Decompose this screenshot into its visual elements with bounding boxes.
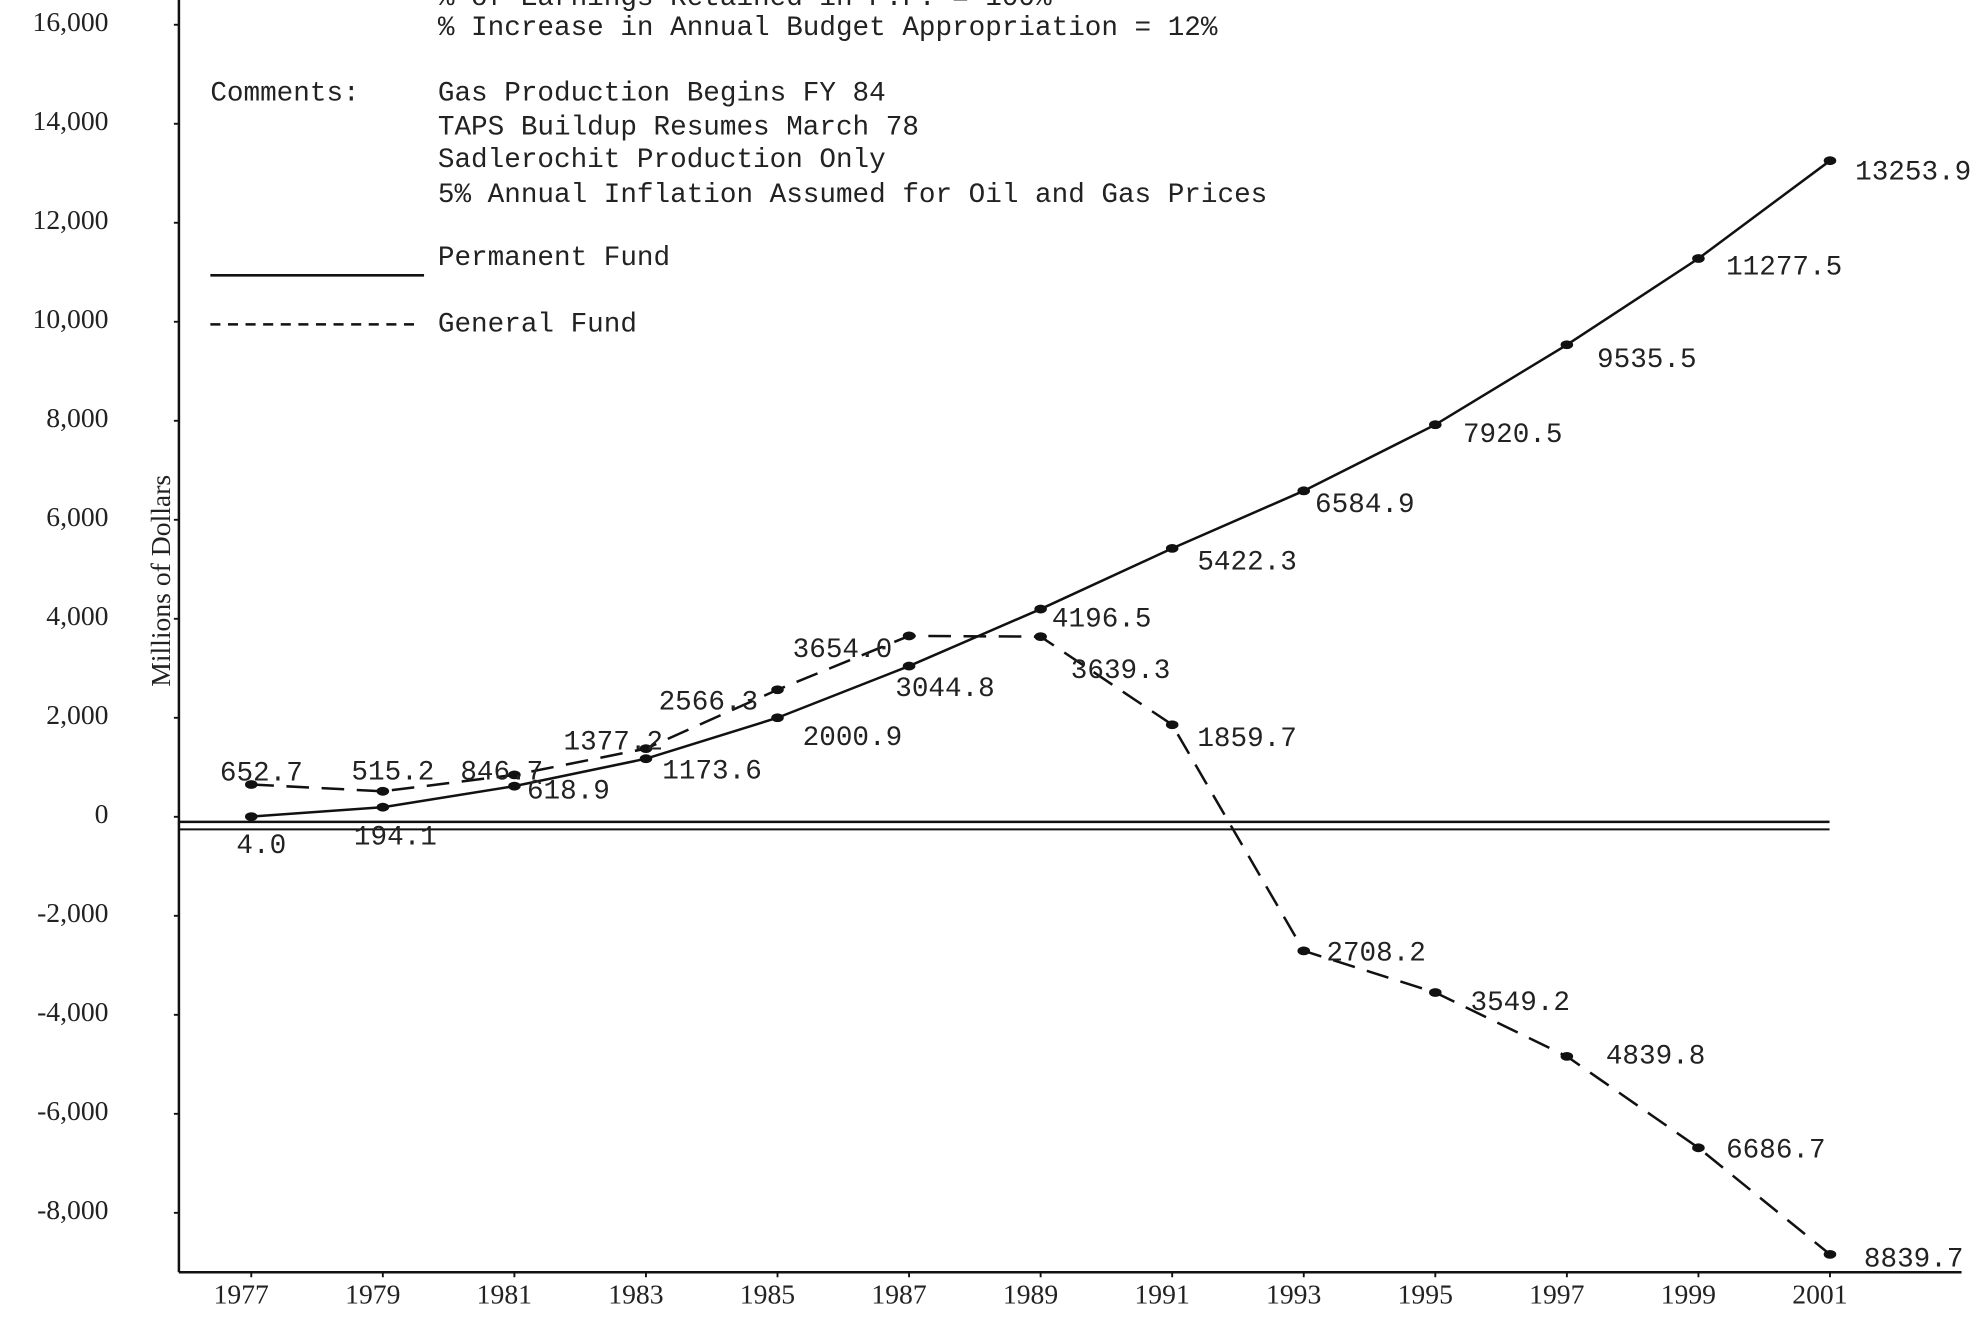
- data-label: 3044.8: [895, 674, 995, 705]
- comments-label: Comments:: [210, 78, 359, 109]
- x-tick-label: 1979: [345, 1279, 400, 1310]
- point: [1165, 720, 1179, 730]
- data-label: 6584.9: [1315, 490, 1415, 521]
- point: [1165, 543, 1179, 553]
- point: [1297, 946, 1311, 956]
- data-label: 846.7: [460, 758, 543, 789]
- data-label: 515.2: [351, 758, 434, 789]
- y-tick-label: -2,000: [37, 897, 108, 928]
- y-tick-label: -6,000: [37, 1095, 108, 1126]
- point: [376, 802, 390, 812]
- point: [376, 786, 390, 796]
- data-label: 2708.2: [1326, 939, 1426, 970]
- note: % of Earnings Retained in P.F. = 100%: [438, 0, 1052, 14]
- data-label: 652.7: [220, 758, 303, 789]
- data-label: 13253.9: [1855, 157, 1971, 188]
- data-label: 3549.2: [1471, 988, 1571, 1019]
- point: [771, 713, 784, 723]
- data-label: 7920.5: [1463, 420, 1563, 451]
- point: [639, 744, 653, 754]
- x-tick-label: 1991: [1134, 1279, 1189, 1310]
- point: [1429, 988, 1442, 997]
- comment: Sadlerochit Production Only: [438, 145, 886, 176]
- data-label: 4839.8: [1606, 1042, 1706, 1073]
- x-tick-label: 1985: [740, 1279, 795, 1310]
- point: [508, 781, 521, 791]
- data-label: 5422.3: [1197, 548, 1297, 579]
- x-tick-label: 1995: [1398, 1279, 1453, 1310]
- point: [771, 685, 784, 695]
- y-tick-label: 0: [95, 798, 109, 829]
- data-label: 4196.5: [1052, 604, 1152, 635]
- data-label: 1377.2: [563, 728, 663, 759]
- x-tick-label: 1977: [214, 1279, 269, 1310]
- y-tick-label: 12,000: [32, 204, 108, 235]
- note: % Increase in Annual Budget Appropriatio…: [438, 13, 1218, 44]
- legend-label: Permanent Fund: [438, 243, 670, 274]
- y-tick-label: 6,000: [46, 501, 108, 532]
- y-tick-label: 8,000: [46, 402, 108, 433]
- legend-label: General Fund: [438, 310, 637, 341]
- series-line: [251, 634, 1831, 1256]
- data-label: 2566.3: [659, 688, 759, 719]
- x-tick-label: 1999: [1661, 1279, 1716, 1310]
- data-label: 618.9: [527, 776, 610, 807]
- x-tick-label: 1987: [871, 1279, 926, 1310]
- y-axis-label: Millions of Dollars: [145, 475, 176, 687]
- x-tick-label: 1981: [477, 1279, 532, 1310]
- x-tick-label: 1983: [608, 1279, 663, 1310]
- comment: Gas Production Begins FY 84: [438, 78, 886, 109]
- data-label: 11277.5: [1726, 253, 1842, 284]
- x-tick-label: 1989: [1003, 1279, 1058, 1310]
- point: [244, 812, 258, 822]
- point: [1297, 486, 1311, 496]
- data-label: 194.1: [354, 823, 437, 854]
- x-tick-label: 1997: [1529, 1279, 1584, 1310]
- point: [1692, 1143, 1705, 1153]
- point: [1560, 340, 1574, 350]
- y-tick-label: -4,000: [37, 996, 108, 1027]
- data-label: 1173.6: [662, 757, 762, 788]
- comment: TAPS Buildup Resumes March 78: [438, 112, 919, 143]
- point: [639, 754, 653, 764]
- point: [1823, 1249, 1837, 1259]
- data-label: 2000.9: [803, 723, 903, 754]
- point: [1429, 420, 1442, 430]
- point: [902, 631, 916, 641]
- data-label: 9535.5: [1597, 345, 1697, 376]
- data-label: 4.0: [236, 831, 286, 862]
- y-tick-label: 2,000: [46, 699, 108, 730]
- data-label: 6686.7: [1726, 1136, 1826, 1167]
- x-tick-label: 2001: [1792, 1279, 1847, 1310]
- x-tick-label: 1993: [1266, 1279, 1321, 1310]
- point: [1034, 632, 1047, 642]
- point: [1034, 604, 1047, 614]
- y-tick-label: -8,000: [37, 1194, 108, 1225]
- y-tick-label: 10,000: [32, 303, 108, 334]
- point: [1823, 156, 1837, 166]
- y-tick-label: 16,000: [32, 6, 108, 37]
- y-tick-label: 14,000: [32, 105, 108, 136]
- y-tick-label: 4,000: [46, 600, 108, 631]
- point: [1560, 1051, 1574, 1061]
- point: [902, 661, 916, 671]
- data-label: 8839.7: [1864, 1245, 1964, 1276]
- data-label: 1859.7: [1197, 724, 1297, 755]
- data-label: 3639.3: [1071, 656, 1171, 687]
- point: [508, 770, 521, 780]
- data-label: 3654.0: [793, 635, 893, 666]
- point: [1692, 254, 1705, 263]
- comment: 5% Annual Inflation Assumed for Oil and …: [438, 180, 1267, 211]
- point: [244, 780, 258, 789]
